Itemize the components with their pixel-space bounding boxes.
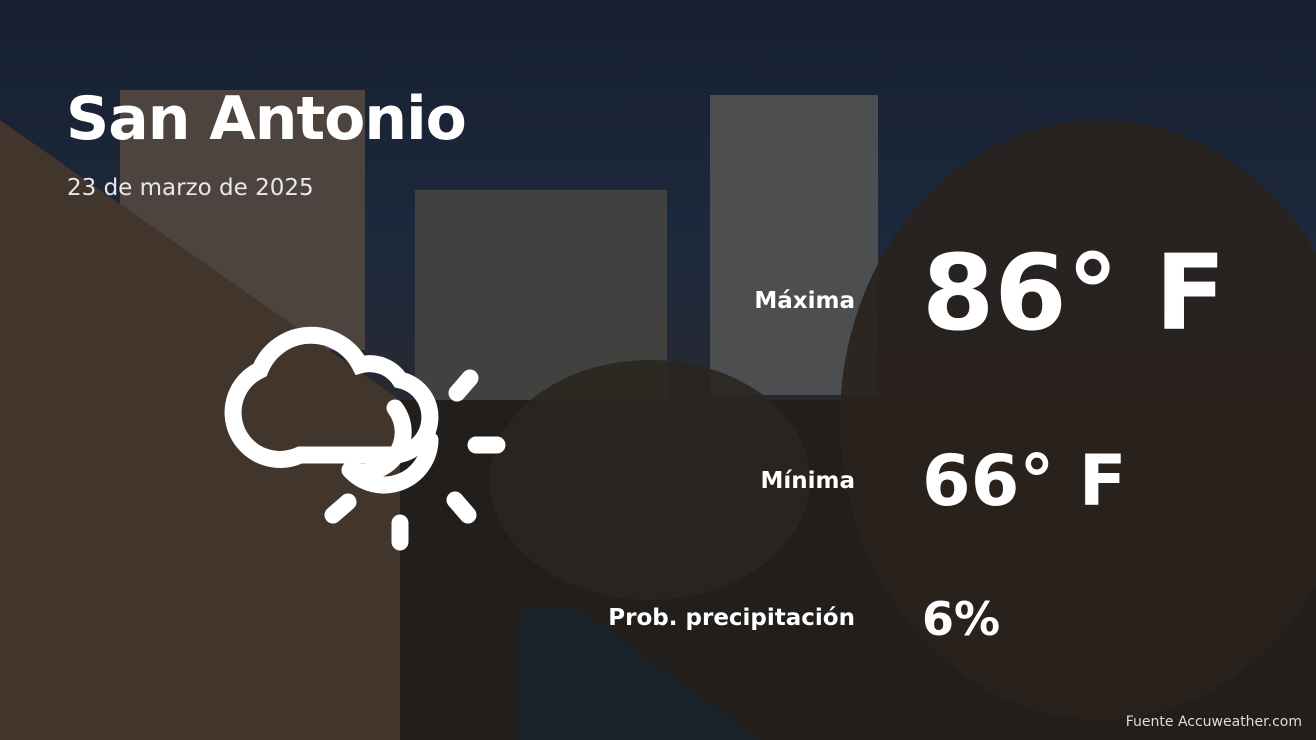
- precip-label: Prob. precipitación: [608, 605, 855, 631]
- precip-value: 6%: [922, 592, 1001, 646]
- forecast-date: 23 de marzo de 2025: [67, 175, 314, 201]
- city-title: San Antonio: [66, 84, 467, 154]
- max-value: 86° F: [922, 232, 1226, 354]
- min-label: Mínima: [760, 468, 855, 494]
- source-credit: Fuente Accuweather.com: [1125, 714, 1302, 730]
- min-value: 66° F: [922, 440, 1127, 522]
- partly-cloudy-icon: [220, 300, 520, 564]
- max-label: Máxima: [754, 288, 855, 314]
